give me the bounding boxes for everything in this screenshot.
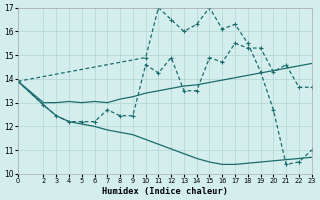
X-axis label: Humidex (Indice chaleur): Humidex (Indice chaleur) — [102, 187, 228, 196]
